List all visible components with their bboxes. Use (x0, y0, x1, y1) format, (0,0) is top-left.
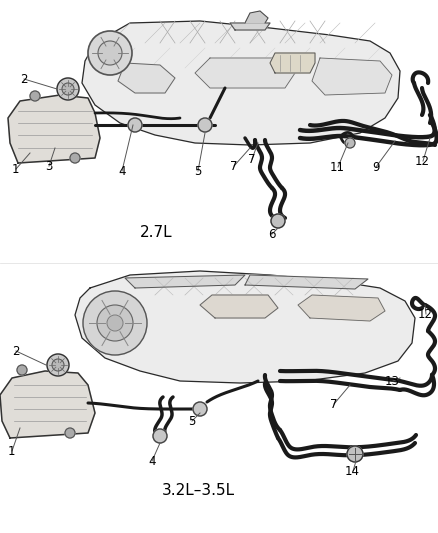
Text: 11: 11 (330, 161, 345, 174)
Circle shape (62, 83, 74, 95)
Text: 3.2L–3.5L: 3.2L–3.5L (162, 483, 235, 498)
Circle shape (57, 78, 79, 100)
Polygon shape (125, 275, 245, 288)
Circle shape (83, 291, 147, 355)
Polygon shape (200, 295, 278, 318)
Circle shape (97, 305, 133, 341)
Text: 2: 2 (20, 73, 28, 86)
Circle shape (30, 91, 40, 101)
Polygon shape (270, 53, 315, 73)
Text: 5: 5 (194, 165, 201, 178)
Polygon shape (118, 63, 175, 93)
Text: 9: 9 (372, 161, 379, 174)
Circle shape (70, 153, 80, 163)
Text: 12: 12 (418, 308, 433, 321)
Circle shape (88, 31, 132, 75)
Circle shape (65, 428, 75, 438)
Circle shape (17, 365, 27, 375)
Circle shape (107, 315, 123, 331)
Text: 3: 3 (45, 160, 53, 173)
Circle shape (47, 354, 69, 376)
Text: 5: 5 (188, 415, 195, 428)
Text: 13: 13 (385, 375, 400, 388)
Polygon shape (82, 21, 400, 145)
Text: 2: 2 (12, 345, 20, 358)
Circle shape (98, 41, 122, 65)
Text: 7: 7 (248, 153, 255, 166)
Text: 7: 7 (230, 160, 237, 173)
Text: 12: 12 (415, 155, 430, 168)
Polygon shape (245, 275, 368, 289)
Circle shape (52, 359, 64, 371)
Circle shape (347, 446, 363, 462)
Polygon shape (298, 295, 385, 321)
Circle shape (128, 118, 142, 132)
Polygon shape (75, 271, 415, 383)
Text: 14: 14 (345, 465, 360, 478)
Text: 1: 1 (8, 445, 15, 458)
Text: 1: 1 (12, 163, 20, 176)
Text: 7: 7 (330, 398, 338, 411)
Text: 6: 6 (268, 228, 276, 241)
Polygon shape (312, 58, 392, 95)
Circle shape (271, 214, 285, 228)
Polygon shape (8, 95, 100, 163)
Polygon shape (0, 371, 95, 438)
Text: 4: 4 (148, 455, 155, 468)
Circle shape (153, 429, 167, 443)
Text: 4: 4 (118, 165, 126, 178)
Circle shape (193, 402, 207, 416)
Polygon shape (230, 23, 270, 30)
Text: 2.7L: 2.7L (140, 225, 173, 240)
Circle shape (345, 138, 355, 148)
Circle shape (198, 118, 212, 132)
Polygon shape (195, 58, 295, 88)
Polygon shape (245, 11, 268, 23)
